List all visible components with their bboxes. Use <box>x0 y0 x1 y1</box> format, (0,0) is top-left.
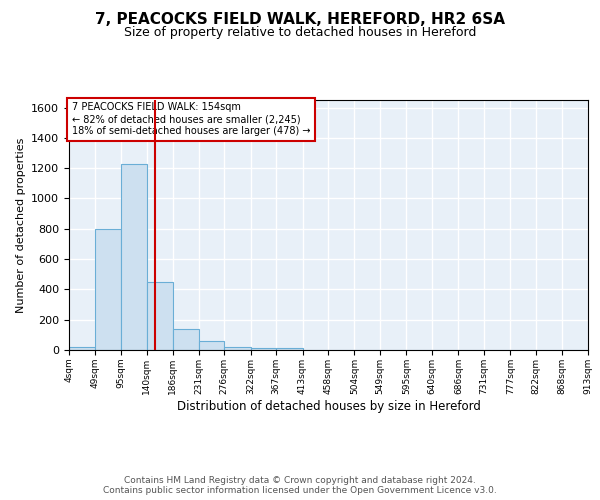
Text: 7 PEACOCKS FIELD WALK: 154sqm
← 82% of detached houses are smaller (2,245)
18% o: 7 PEACOCKS FIELD WALK: 154sqm ← 82% of d… <box>71 102 310 136</box>
Bar <box>251 348 276 350</box>
Text: Size of property relative to detached houses in Hereford: Size of property relative to detached ho… <box>124 26 476 39</box>
X-axis label: Distribution of detached houses by size in Hereford: Distribution of detached houses by size … <box>176 400 481 412</box>
Bar <box>224 347 251 350</box>
Text: 7, PEACOCKS FIELD WALK, HEREFORD, HR2 6SA: 7, PEACOCKS FIELD WALK, HEREFORD, HR2 6S… <box>95 12 505 28</box>
Bar <box>121 164 146 350</box>
Bar <box>173 329 199 350</box>
Bar <box>95 229 121 350</box>
Bar <box>69 347 95 350</box>
Text: Contains public sector information licensed under the Open Government Licence v3: Contains public sector information licen… <box>103 486 497 495</box>
Bar <box>199 341 224 350</box>
Bar <box>146 282 173 350</box>
Text: Contains HM Land Registry data © Crown copyright and database right 2024.: Contains HM Land Registry data © Crown c… <box>124 476 476 485</box>
Bar <box>276 348 302 350</box>
Y-axis label: Number of detached properties: Number of detached properties <box>16 138 26 312</box>
